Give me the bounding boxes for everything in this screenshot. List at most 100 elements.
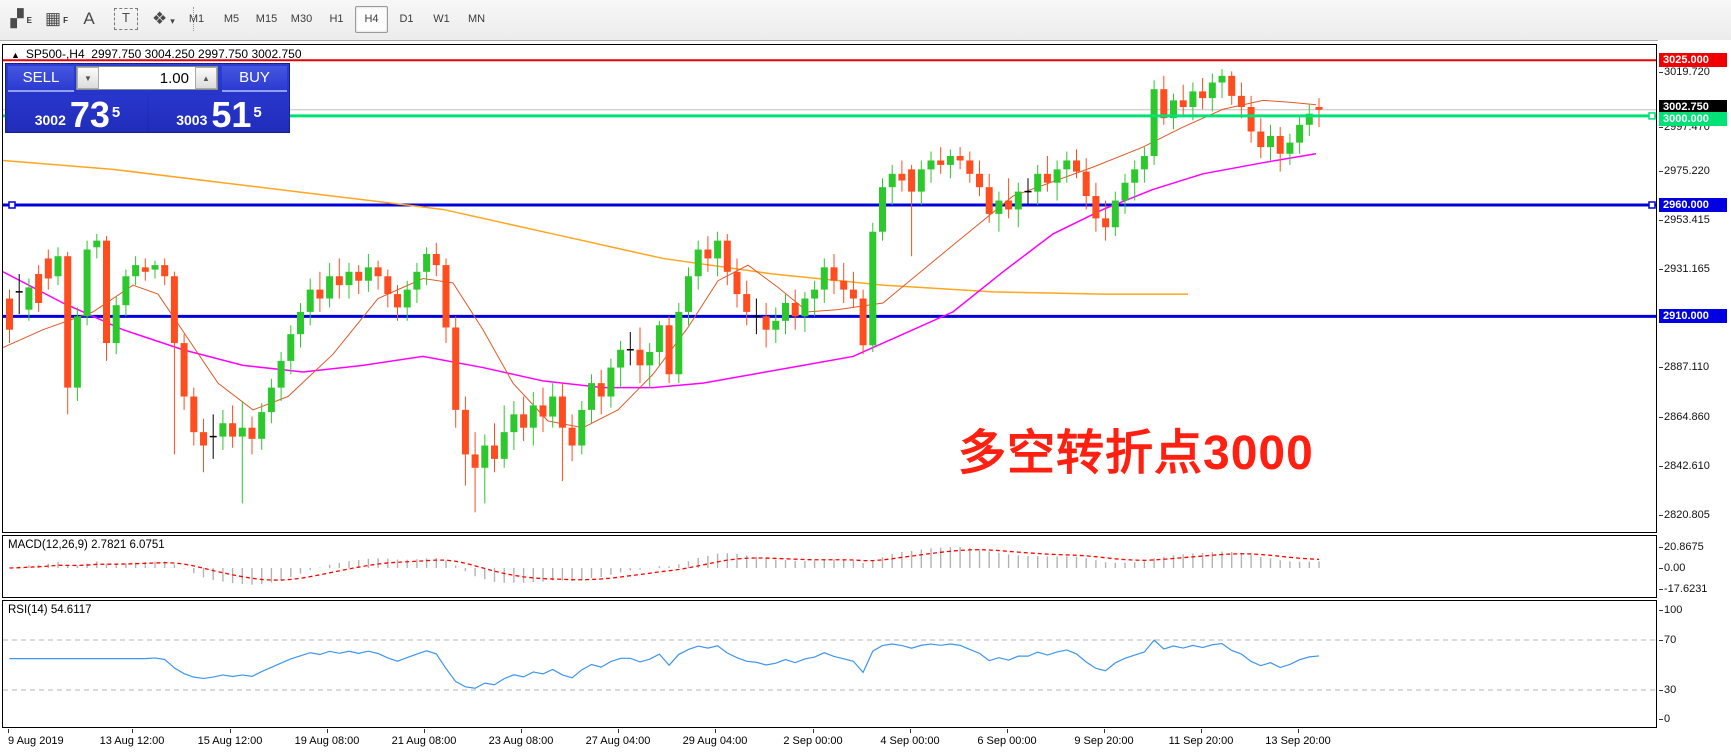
date-axis: 9 Aug 2019 13 Aug 12:00 15 Aug 12:00 19 Aug…: [2, 729, 1657, 752]
lot-decrease-button[interactable]: ▼: [77, 67, 99, 89]
text-label-icon[interactable]: T: [114, 8, 138, 30]
new-chart-icon[interactable]: ▞ E: [10, 9, 32, 28]
font-a-icon[interactable]: A: [83, 9, 95, 28]
sell-button[interactable]: SELL: [8, 66, 74, 92]
macd-tick: 0.00: [1658, 562, 1686, 574]
price-tick: 2975.220: [1659, 165, 1710, 177]
date-tick: 13 Sep 20:00: [1265, 735, 1331, 747]
price-badge: 2910.000: [1659, 309, 1727, 323]
date-tick: 29 Aug 04:00: [682, 735, 748, 747]
collapse-arrow-icon[interactable]: ▲: [11, 50, 20, 60]
rsi-tick: 0: [1658, 713, 1671, 725]
date-tick: 2 Sep 00:00: [783, 735, 843, 747]
date-tick: 11 Sep 20:00: [1168, 735, 1234, 747]
lot-spinner: ▼ ▲: [76, 66, 218, 90]
date-tickmark: [618, 729, 619, 733]
date-tickmark: [132, 729, 133, 733]
date-tickmark: [8, 729, 9, 733]
ma-fast-red: [3, 99, 1317, 429]
date-tick: 15 Aug 12:00: [197, 735, 263, 747]
timeframe-m1[interactable]: M1: [188, 13, 205, 25]
date-tick: 23 Aug 08:00: [488, 735, 554, 747]
macd-panel: MACD(12,26,9) 2.7821 6.0751: [2, 535, 1657, 598]
one-click-trade-panel: SELL ▼ ▲ BUY 3002 73 5 3003 51 5: [5, 63, 290, 133]
buy-price-display[interactable]: 3003 51 5: [149, 94, 289, 135]
timeframe-group: M1 M5 M15 M30 H1 H4 D1 W1 MN: [180, 6, 493, 33]
price-axis: 3019.720 2997.470 2975.220 2953.415 2931.165…: [1658, 40, 1731, 752]
price-tick: 2842.610: [1659, 460, 1710, 472]
timeframe-d1[interactable]: D1: [399, 13, 414, 25]
rsi-canvas: [3, 639, 1656, 691]
date-tickmark: [230, 729, 231, 733]
date-tickmark: [1007, 729, 1008, 733]
macd-tick: -17.6231: [1658, 583, 1708, 595]
price-tick: 2953.415: [1659, 214, 1710, 226]
buy-price-big: 51: [211, 94, 252, 135]
date-tickmark: [521, 729, 522, 733]
sell-price-sup: 5: [111, 104, 121, 121]
date-tickmark: [1104, 729, 1105, 733]
profile-grid-icon[interactable]: ▦ F: [44, 9, 68, 28]
timeframe-h1[interactable]: H1: [329, 13, 344, 25]
rsi-tick: 100: [1658, 604, 1683, 616]
buy-price-sup: 5: [253, 104, 262, 121]
date-tick: 9 Aug 2019: [8, 735, 64, 747]
buy-button[interactable]: BUY: [222, 66, 287, 92]
macd-canvas: [9, 547, 1320, 585]
date-tickmark: [1298, 729, 1299, 733]
macd-tick: 20.8675: [1659, 541, 1704, 553]
price-tick: 3019.720: [1659, 66, 1710, 78]
timeframe-m5[interactable]: M5: [223, 13, 240, 25]
date-tickmark: [910, 729, 911, 733]
price-tick: 2864.860: [1659, 411, 1710, 423]
date-tick: 27 Aug 04:00: [585, 735, 651, 747]
rsi-line: [9, 639, 1320, 689]
lot-increase-button[interactable]: ▲: [195, 67, 217, 89]
date-tickmark: [813, 729, 814, 733]
ma-mid-magenta: [3, 153, 1317, 389]
price-badge: 3000.000: [1659, 112, 1727, 126]
toolbar: ▞ E ▦ F A T ❖ ▾ M1 M5 M15 M30 H1 H4 D1 W1 MN: [0, 0, 1731, 41]
timeframe-w1[interactable]: W1: [433, 13, 450, 25]
date-tick: 19 Aug 08:00: [294, 735, 360, 747]
date-tick: 21 Aug 08:00: [391, 735, 457, 747]
chart-annotation-text: 多空转折点3000: [958, 427, 1314, 480]
rsi-panel: RSI(14) 54.6117: [2, 600, 1657, 728]
date-tickmark: [715, 729, 716, 733]
date-tick: 6 Sep 00:00: [977, 735, 1037, 747]
sell-price-big: 73: [69, 94, 110, 135]
date-tickmark: [1201, 729, 1202, 733]
date-tick: 13 Aug 12:00: [99, 735, 165, 747]
price-tick: 2820.805: [1659, 509, 1710, 521]
date-tick: 9 Sep 20:00: [1074, 735, 1134, 747]
chart-title: ▲ SP500-,H4 2997.750 3004.250 2997.750 30…: [11, 47, 302, 61]
timeframe-mn[interactable]: MN: [467, 13, 486, 25]
cursor-mode-icon[interactable]: ❖ ▾: [152, 9, 175, 28]
price-badge: 3002.750: [1659, 100, 1727, 114]
sell-price-small: 3002: [34, 112, 66, 128]
date-tickmark: [424, 729, 425, 733]
toolbar-icon-group: ▞ E ▦ F A T ❖ ▾: [6, 7, 199, 31]
timeframe-m15[interactable]: M15: [255, 13, 278, 25]
sell-price-display[interactable]: 3002 73 5: [8, 94, 147, 135]
macd-label: MACD(12,26,9) 2.7821 6.0751: [8, 539, 165, 551]
date-tick: 4 Sep 00:00: [880, 735, 940, 747]
rsi-tick: 70: [1658, 634, 1677, 646]
symbol-ohlc-text: SP500-,H4 2997.750 3004.250 2997.750 300…: [25, 47, 302, 61]
price-tick: 2887.110: [1658, 361, 1710, 373]
macd-signal-line: [9, 549, 1320, 581]
buy-price-small: 3003: [176, 112, 208, 128]
rsi-tick: 30: [1658, 684, 1677, 696]
price-tick: 2931.165: [1659, 263, 1710, 275]
rsi-label: RSI(14) 54.6117: [8, 604, 92, 616]
timeframe-h4[interactable]: H4: [355, 6, 388, 33]
timeframe-m30[interactable]: M30: [290, 13, 313, 25]
date-tickmark: [327, 729, 328, 733]
candlestick-canvas: [3, 59, 1656, 513]
ma-slow-orange: [3, 159, 1188, 295]
toolbar-separator: [192, 7, 195, 31]
price-badge: 2960.000: [1659, 198, 1727, 212]
lot-size-input[interactable]: [99, 67, 195, 89]
price-badge: 3025.000: [1659, 53, 1727, 67]
